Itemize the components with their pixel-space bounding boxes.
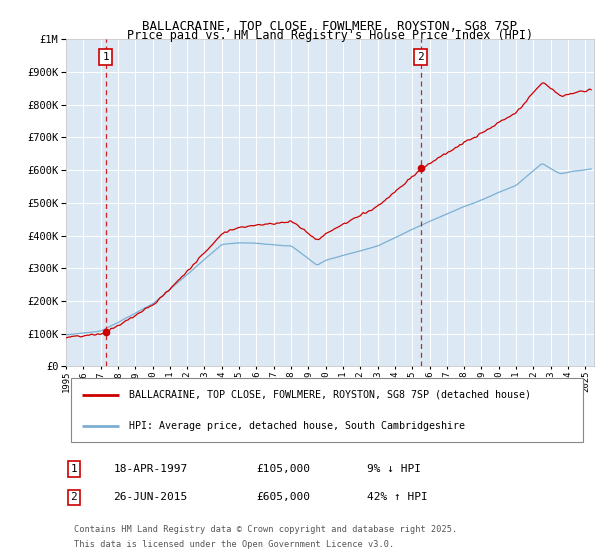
Text: 1: 1 (102, 52, 109, 62)
Text: 2: 2 (71, 492, 77, 502)
Text: 1: 1 (71, 464, 77, 474)
Text: HPI: Average price, detached house, South Cambridgeshire: HPI: Average price, detached house, Sout… (130, 421, 466, 431)
Text: Contains HM Land Registry data © Crown copyright and database right 2025.: Contains HM Land Registry data © Crown c… (74, 525, 457, 534)
Text: BALLACRAINE, TOP CLOSE, FOWLMERE, ROYSTON, SG8 7SP (detached house): BALLACRAINE, TOP CLOSE, FOWLMERE, ROYSTO… (130, 390, 532, 400)
Text: £105,000: £105,000 (256, 464, 310, 474)
Text: 42% ↑ HPI: 42% ↑ HPI (367, 492, 428, 502)
Text: Price paid vs. HM Land Registry's House Price Index (HPI): Price paid vs. HM Land Registry's House … (127, 29, 533, 42)
Text: £605,000: £605,000 (256, 492, 310, 502)
Text: 2: 2 (417, 52, 424, 62)
Text: 9% ↓ HPI: 9% ↓ HPI (367, 464, 421, 474)
Text: This data is licensed under the Open Government Licence v3.0.: This data is licensed under the Open Gov… (74, 540, 394, 549)
Text: 18-APR-1997: 18-APR-1997 (113, 464, 188, 474)
Text: 26-JUN-2015: 26-JUN-2015 (113, 492, 188, 502)
FancyBboxPatch shape (71, 378, 583, 442)
Text: BALLACRAINE, TOP CLOSE, FOWLMERE, ROYSTON, SG8 7SP: BALLACRAINE, TOP CLOSE, FOWLMERE, ROYSTO… (143, 20, 517, 32)
